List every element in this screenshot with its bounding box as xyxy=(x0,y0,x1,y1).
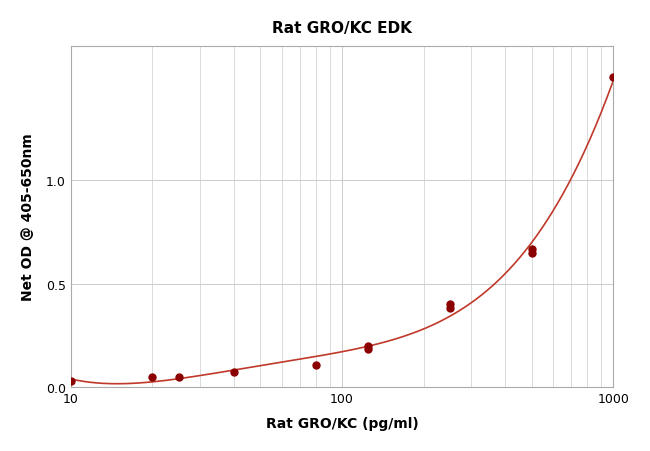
Point xyxy=(229,368,239,375)
Point xyxy=(311,362,321,369)
Point xyxy=(363,345,374,353)
X-axis label: Rat GRO/KC (pg/ml): Rat GRO/KC (pg/ml) xyxy=(266,416,419,430)
Point xyxy=(526,249,537,257)
Point xyxy=(526,245,537,253)
Point xyxy=(363,342,374,350)
Point xyxy=(445,301,455,308)
Point xyxy=(445,304,455,312)
Point xyxy=(66,377,76,385)
Y-axis label: Net OD @ 405-650nm: Net OD @ 405-650nm xyxy=(21,133,35,301)
Point xyxy=(608,74,618,81)
Point xyxy=(174,373,184,381)
Point xyxy=(148,374,158,381)
Title: Rat GRO/KC EDK: Rat GRO/KC EDK xyxy=(272,21,412,36)
